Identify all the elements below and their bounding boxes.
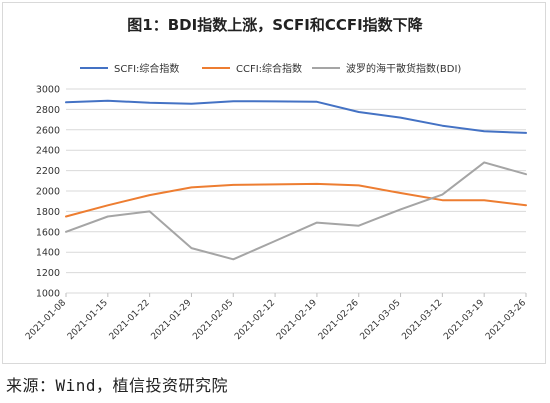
x-tick-label-12: 2021-03-26 bbox=[484, 298, 528, 342]
source-note: 来源：Wind，植信投资研究院 bbox=[6, 376, 229, 395]
legend-label-2: CCFI:综合指数 bbox=[236, 62, 302, 75]
y-tick-label-1400: 1400 bbox=[36, 248, 60, 259]
x-tick-label-7: 2021-02-19 bbox=[275, 298, 319, 342]
y-tick-label-1000: 1000 bbox=[36, 289, 60, 300]
x-tick-label-6: 2021-02-12 bbox=[233, 298, 277, 342]
series-line-3 bbox=[65, 161, 527, 261]
x-tick-label-4: 2021-01-29 bbox=[150, 298, 194, 342]
x-tick-label-8: 2021-02-26 bbox=[317, 298, 361, 342]
legend-label-1: SCFI:综合指数 bbox=[114, 62, 179, 75]
y-tick-label-2600: 2600 bbox=[36, 125, 60, 136]
x-tick-label-3: 2021-01-22 bbox=[108, 298, 152, 342]
x-tick-label-2: 2021-01-15 bbox=[66, 298, 110, 342]
x-tick-label-5: 2021-02-05 bbox=[191, 298, 235, 342]
x-tick-label-1: 2021-01-08 bbox=[24, 298, 68, 342]
x-tick-label-11: 2021-03-19 bbox=[442, 298, 486, 342]
y-tick-label-1600: 1600 bbox=[36, 227, 60, 238]
chart-frame bbox=[2, 2, 546, 364]
y-tick-label-2800: 2800 bbox=[36, 105, 60, 116]
x-tick-label-10: 2021-03-12 bbox=[400, 298, 444, 342]
line-chart: 图1：BDI指数上涨，SCFI和CCFI指数下降 SCFI:综合指数 CCFI:综合… bbox=[24, 16, 528, 342]
y-tick-label-3000: 3000 bbox=[36, 85, 60, 96]
legend-label-3: 波罗的海干散货指数(BDI) bbox=[346, 62, 461, 75]
series-line-1 bbox=[65, 99, 527, 134]
series-line-2 bbox=[65, 182, 527, 218]
x-tick-label-9: 2021-03-05 bbox=[359, 298, 403, 342]
y-tick-label-1200: 1200 bbox=[36, 268, 60, 279]
chart-title: 图1：BDI指数上涨，SCFI和CCFI指数下降 bbox=[127, 16, 423, 34]
y-tick-label-2400: 2400 bbox=[36, 146, 60, 157]
y-tick-label-2200: 2200 bbox=[36, 166, 60, 177]
y-tick-label-1800: 1800 bbox=[36, 207, 60, 218]
y-tick-label-2000: 2000 bbox=[36, 187, 60, 198]
